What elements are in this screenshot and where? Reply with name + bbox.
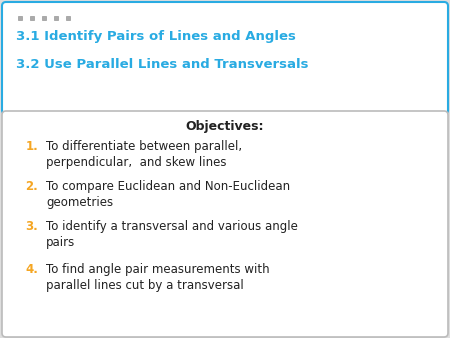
Text: pairs: pairs [46,236,75,249]
Text: perpendicular,  and skew lines: perpendicular, and skew lines [46,156,226,169]
Text: To differentiate between parallel,: To differentiate between parallel, [46,140,242,153]
Text: 3.: 3. [25,220,38,233]
FancyBboxPatch shape [2,111,448,337]
Text: To compare Euclidean and Non-Euclidean: To compare Euclidean and Non-Euclidean [46,180,290,193]
Text: parallel lines cut by a transversal: parallel lines cut by a transversal [46,279,244,292]
Text: To find angle pair measurements with: To find angle pair measurements with [46,263,270,276]
Text: 2.: 2. [25,180,38,193]
Text: 1.: 1. [25,140,38,153]
Text: 3.2 Use Parallel Lines and Transversals: 3.2 Use Parallel Lines and Transversals [16,58,309,71]
Text: To identify a transversal and various angle: To identify a transversal and various an… [46,220,298,233]
Text: 3.1 Identify Pairs of Lines and Angles: 3.1 Identify Pairs of Lines and Angles [16,30,296,43]
FancyBboxPatch shape [2,2,448,114]
Text: geometries: geometries [46,196,113,209]
Text: Objectives:: Objectives: [186,120,264,133]
Text: 4.: 4. [25,263,38,276]
